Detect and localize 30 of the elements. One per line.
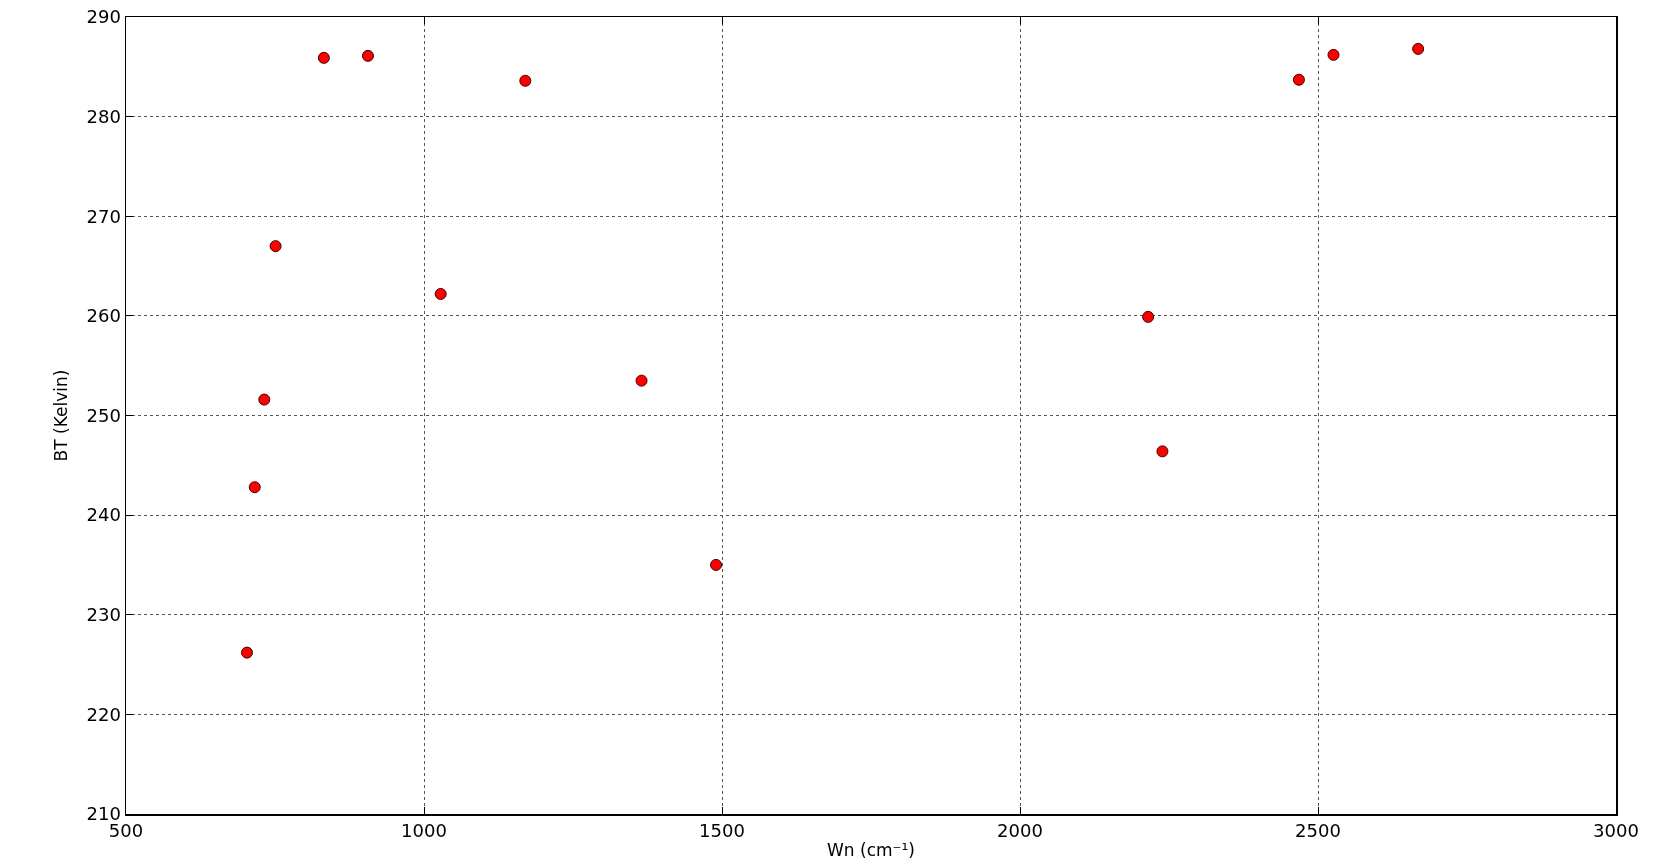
point [361, 49, 374, 62]
y-tick-label: 230 [86, 604, 121, 626]
y-tick-label: 250 [86, 404, 121, 426]
point [434, 287, 447, 300]
point [519, 74, 532, 87]
y-tick-label: 260 [86, 305, 121, 327]
x-tick-label: 1000 [401, 820, 447, 842]
point [1156, 445, 1169, 458]
point [1412, 42, 1425, 55]
y-tick-label: 290 [86, 6, 121, 28]
point [240, 646, 253, 659]
point [1292, 73, 1305, 86]
y-tick-label: 270 [86, 205, 121, 227]
point [269, 240, 282, 253]
point [1327, 48, 1340, 61]
point [258, 393, 271, 406]
y-tick-label: 220 [86, 703, 121, 725]
x-tick-label: 1500 [699, 820, 745, 842]
point [248, 481, 261, 494]
point [710, 558, 723, 571]
x-tick-label: 2500 [1295, 820, 1341, 842]
x-axis-title: Wn (cm⁻¹) [827, 840, 915, 861]
point [317, 51, 330, 64]
x-tick-label: 2000 [997, 820, 1043, 842]
point [635, 374, 648, 387]
point [1142, 310, 1155, 323]
y-axis-title: BT (Kelvin) [51, 369, 72, 462]
y-tick-label: 240 [86, 504, 121, 526]
x-tick-label: 3000 [1593, 820, 1639, 842]
y-tick-label: 280 [86, 105, 121, 127]
